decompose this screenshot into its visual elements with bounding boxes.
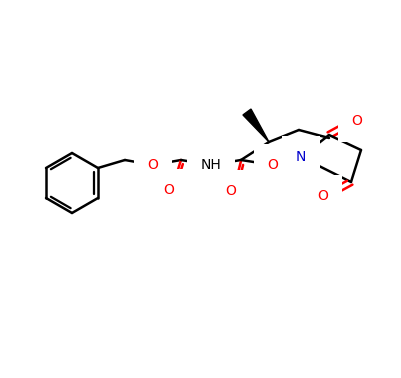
Text: N: N: [295, 150, 306, 164]
Text: O: O: [350, 114, 362, 128]
Text: O: O: [317, 189, 328, 203]
Polygon shape: [242, 109, 268, 142]
Text: O: O: [147, 158, 158, 172]
Text: O: O: [225, 184, 236, 198]
Text: NH: NH: [200, 158, 221, 172]
Text: O: O: [267, 158, 278, 172]
Text: O: O: [163, 183, 174, 197]
